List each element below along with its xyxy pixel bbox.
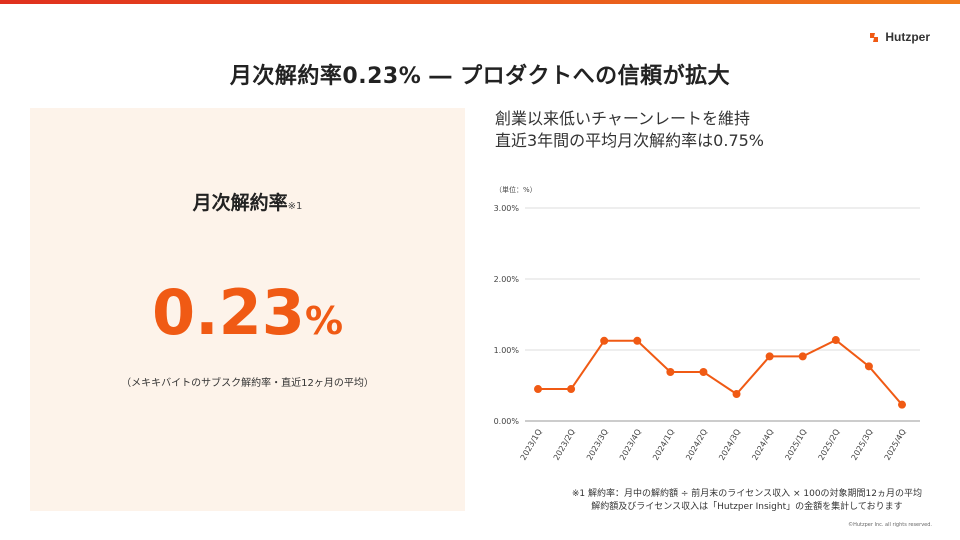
kpi-label-text: 月次解約率 <box>192 192 288 214</box>
footnote-line2: 解約額及びライセンス収入は「Hutzper Insight」の金額を集計しており… <box>591 502 903 512</box>
data-point <box>798 352 807 361</box>
y-tick-label: 2.00% <box>494 275 520 284</box>
data-point <box>765 352 774 361</box>
chart-heading-line1: 創業以来低いチャーンレートを維持 <box>495 109 751 128</box>
logo-text: Hutzper <box>885 30 930 44</box>
kpi-value-unit: % <box>304 299 344 343</box>
series-line <box>538 338 903 406</box>
x-tick-label: 2023/2Q <box>552 428 577 462</box>
y-tick-label: 3.00% <box>494 204 520 213</box>
data-point <box>600 336 609 345</box>
kpi-subtitle: （メキキバイトのサブスク解約率・直近12ヶ月の平均） <box>121 378 374 389</box>
data-point <box>831 336 840 345</box>
copyright: ©Hutzper Inc. all rights reserved. <box>848 522 932 528</box>
x-tick-label: 2024/4Q <box>750 428 775 462</box>
data-point <box>732 390 741 399</box>
footnote: ※1 解約率：月中の解約額 ÷ 前月末のライセンス収入 × 100の対象期間12… <box>572 488 922 514</box>
y-tick-label: 1.00% <box>494 346 520 355</box>
data-point <box>567 385 576 394</box>
kpi-value-number: 0.23 <box>151 276 305 349</box>
chart-unit-label: （単位：%） <box>495 185 537 194</box>
top-accent-bar <box>0 0 960 4</box>
kpi-panel: 月次解約率※1 0.23% （メキキバイトのサブスク解約率・直近12ヶ月の平均） <box>30 108 465 511</box>
data-point <box>666 368 675 377</box>
x-tick-label: 2025/4Q <box>883 428 908 462</box>
data-point <box>534 385 542 394</box>
logo: Hutzper <box>869 30 930 44</box>
hutzper-logo-icon <box>870 33 879 42</box>
x-tick-label: 2024/1Q <box>651 428 676 462</box>
x-tick-label: 2024/3Q <box>717 428 742 462</box>
data-point <box>898 400 906 409</box>
chart-heading-line2: 直近3年間の平均月次解約率は0.75% <box>495 131 765 150</box>
x-tick-label: 2025/3Q <box>850 428 875 462</box>
data-point <box>864 362 873 371</box>
data-point <box>699 368 708 377</box>
x-tick-label: 2023/4Q <box>618 428 643 462</box>
churn-line-chart: （単位：%） 0.00% 1.00% 2.00% 3.00% 2023/1Q 2023/2Q… <box>494 185 920 462</box>
kpi-note-mark: ※1 <box>287 201 303 212</box>
y-tick-label: 0.00% <box>494 417 520 426</box>
x-tick-label: 2023/1Q <box>519 428 544 462</box>
x-tick-label: 2025/2Q <box>817 428 842 462</box>
x-tick-label: 2023/3Q <box>585 428 610 462</box>
kpi-value: 0.23% <box>30 276 465 349</box>
page-title: 月次解約率0.23% ― プロダクトへの信頼が拡大 <box>229 64 731 89</box>
x-tick-label: 2025/1Q <box>783 428 808 462</box>
chart-heading: 創業以来低いチャーンレートを維持 直近3年間の平均月次解約率は0.75% <box>495 108 764 152</box>
x-tick-label: 2024/2Q <box>684 428 709 462</box>
data-point <box>633 336 642 345</box>
footnote-line1: ※1 解約率：月中の解約額 ÷ 前月末のライセンス収入 × 100の対象期間12… <box>571 489 922 499</box>
kpi-label: 月次解約率※1 <box>30 188 465 215</box>
